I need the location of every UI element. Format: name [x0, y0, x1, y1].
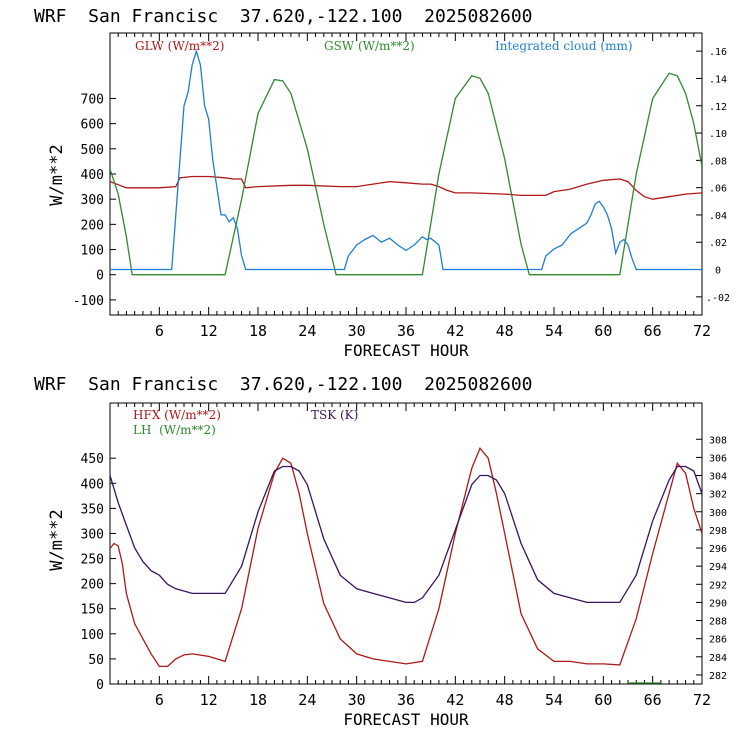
y2-tick-label: 300 [709, 508, 727, 519]
x-tick-label: 48 [496, 322, 514, 340]
y2-tick-label: 304 [709, 472, 727, 483]
x-tick-label: 42 [446, 691, 464, 709]
chart-panel-2: WRF San Francisc 37.620,-122.100 2025082… [34, 374, 727, 729]
x-tick-label: 30 [348, 691, 366, 709]
y2-tick-label: .-02 [706, 293, 730, 304]
y-tick-label: 0 [96, 678, 104, 693]
x-tick-label: 54 [545, 691, 563, 709]
series-line-gsw [110, 72, 702, 276]
y-tick-label: 100 [81, 628, 104, 643]
x-tick-label: 24 [298, 322, 316, 340]
x-tick-label: 54 [545, 322, 563, 340]
y2-tick-label: .10 [709, 129, 727, 140]
y-tick-label: 450 [81, 452, 104, 467]
x-tick-label: 12 [200, 322, 218, 340]
x-tick-label: 36 [397, 691, 415, 709]
y2-tick-label: 298 [709, 526, 727, 537]
x-tick-label: 66 [644, 322, 662, 340]
legend-gsw: GSW (W/m**2) [324, 39, 415, 53]
y-tick-label: 700 [81, 92, 104, 107]
y-tick-label: 150 [81, 603, 104, 618]
y-tick-label: 300 [81, 527, 104, 542]
y-tick-label: 350 [81, 502, 104, 517]
legend-glw: GLW (W/m**2) [135, 39, 224, 53]
y-tick-label: 400 [81, 168, 104, 183]
legend-hfx: HFX (W/m**2) [133, 408, 221, 422]
y-tick-label: 0 [96, 269, 104, 284]
y2-tick-label: .14 [709, 74, 727, 85]
y2-tick-label: 0 [715, 266, 721, 277]
plot-frame [109, 402, 703, 685]
series-line-tsk [110, 465, 702, 604]
x-tick-label: 6 [155, 322, 164, 340]
x-axis-label: FORECAST HOUR [343, 710, 469, 729]
legend-integrated: Integrated cloud (mm) [495, 39, 633, 53]
y2-tick-label: 292 [709, 580, 727, 591]
legend-tsk: TSK (K) [311, 408, 358, 422]
x-tick-label: 60 [594, 322, 612, 340]
y2-tick-label: 294 [709, 562, 727, 573]
x-tick-label: 66 [644, 691, 662, 709]
x-tick-label: 72 [693, 691, 711, 709]
y-tick-label: 500 [81, 143, 104, 158]
chart-title: WRF San Francisc 37.620,-122.100 2025082… [34, 374, 533, 395]
x-axis-label: FORECAST HOUR [343, 341, 469, 360]
y-tick-label: -100 [73, 294, 104, 309]
plot-frame [109, 32, 703, 316]
y-tick-label: 100 [81, 244, 104, 259]
y-tick-label: 300 [81, 193, 104, 208]
y2-tick-label: 288 [709, 617, 727, 628]
y-tick-label: 200 [81, 578, 104, 593]
y2-tick-label: .16 [709, 47, 727, 58]
y-tick-label: 200 [81, 218, 104, 233]
y2-tick-label: 302 [709, 490, 727, 501]
x-tick-label: 30 [348, 322, 366, 340]
series-line-integrated [110, 48, 702, 271]
chart-title: WRF San Francisc 37.620,-122.100 2025082… [34, 6, 533, 27]
x-tick-label: 18 [249, 322, 267, 340]
y2-tick-label: 296 [709, 544, 727, 555]
x-tick-label: 48 [496, 691, 514, 709]
x-tick-label: 12 [200, 691, 218, 709]
y2-tick-label: 306 [709, 453, 727, 464]
y-tick-label: 400 [81, 477, 104, 492]
y2-tick-label: 284 [709, 653, 727, 664]
x-tick-label: 72 [693, 322, 711, 340]
x-tick-label: 6 [155, 691, 164, 709]
legend-lh: LH (W/m**2) [133, 423, 216, 437]
y2-tick-label: 308 [709, 435, 727, 446]
y-tick-label: 600 [81, 118, 104, 133]
y-axis-label: W/m**2 [47, 509, 67, 570]
chart-panel-1: WRF San Francisc 37.620,-122.100 2025082… [34, 6, 730, 360]
y2-tick-label: 282 [709, 671, 727, 682]
x-tick-label: 18 [249, 691, 267, 709]
y2-tick-label: .02 [709, 238, 727, 249]
y2-tick-label: .06 [709, 184, 727, 195]
y-tick-label: 50 [88, 653, 104, 668]
y2-tick-label: 286 [709, 635, 727, 646]
y-axis-label: W/m**2 [47, 144, 67, 205]
series-line-glw [110, 175, 702, 200]
y-tick-label: 250 [81, 553, 104, 568]
series-line-hfx [110, 446, 702, 668]
x-tick-label: 60 [594, 691, 612, 709]
y2-tick-label: .04 [709, 211, 727, 222]
x-tick-label: 36 [397, 322, 415, 340]
x-tick-label: 42 [446, 322, 464, 340]
x-tick-label: 24 [298, 691, 316, 709]
y2-tick-label: .12 [709, 102, 727, 113]
y2-tick-label: 290 [709, 598, 727, 609]
y2-tick-label: .08 [709, 156, 727, 167]
